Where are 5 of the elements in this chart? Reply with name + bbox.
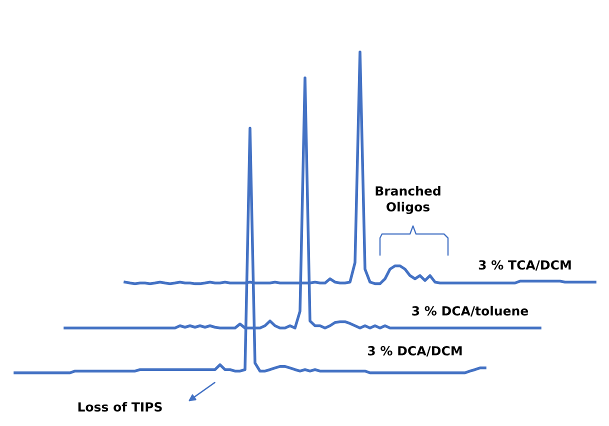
text: Loss of TIPS	[78, 402, 162, 412]
annotation: Branched Oligos	[376, 186, 440, 214]
series-label: 3 % DCA/DCM	[368, 346, 462, 356]
series-label: 3 % DCA/toluene	[412, 306, 528, 317]
series-label: 3 % TCA/DCM	[478, 260, 571, 271]
